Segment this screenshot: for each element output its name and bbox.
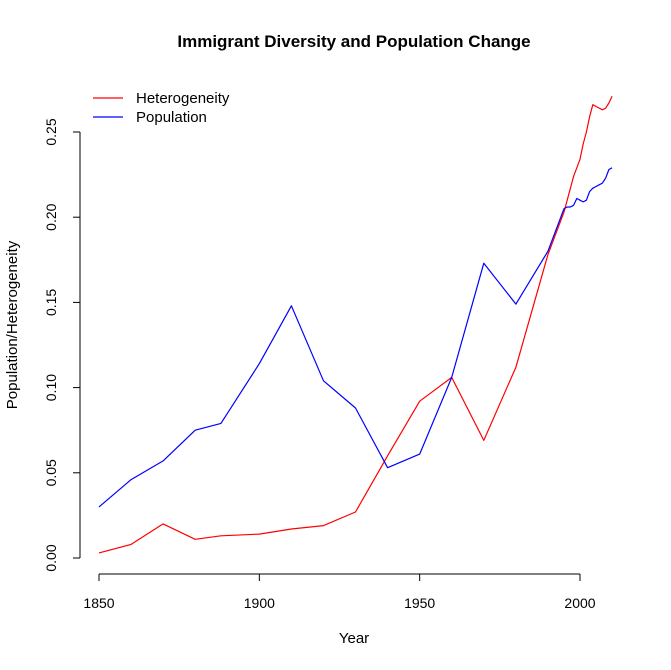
- y-tick-label: 0.25: [43, 118, 59, 145]
- x-tick-label: 1950: [404, 595, 435, 611]
- legend: Heterogeneity Population: [93, 90, 230, 126]
- series-line-heterogeneity: [98, 95, 613, 554]
- x-tick-label: 1900: [244, 595, 275, 611]
- x-tick-label: 2000: [564, 595, 595, 611]
- legend-label-population: Population: [136, 109, 207, 126]
- series-layer: [98, 95, 613, 554]
- legend-label-heterogeneity: Heterogeneity: [136, 90, 230, 107]
- chart-title: Immigrant Diversity and Population Chang…: [177, 32, 530, 51]
- y-tick-label: 0.10: [43, 374, 59, 401]
- y-tick-label: 0.20: [43, 203, 59, 230]
- x-axis-label: Year: [339, 630, 369, 647]
- x-axis: 1850 1900 1950 2000: [83, 573, 596, 611]
- y-tick-label: 0.15: [43, 289, 59, 316]
- y-tick-label: 0.00: [43, 544, 59, 571]
- x-tick-label: 1850: [83, 595, 114, 611]
- y-axis-label: Population/Heterogeneity: [4, 240, 21, 409]
- y-axis: 0.00 0.05 0.10 0.15 0.20 0.25: [43, 118, 81, 572]
- series-line-population: [98, 167, 613, 508]
- y-tick-label: 0.05: [43, 459, 59, 486]
